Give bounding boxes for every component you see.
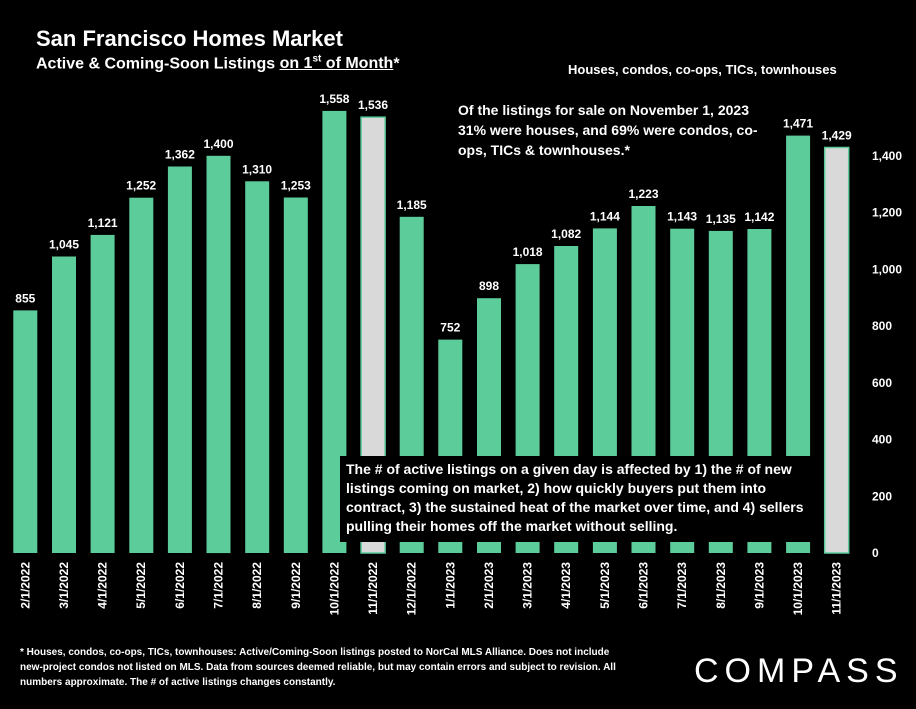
- bar-value-label: 1,121: [88, 216, 118, 230]
- bar-8/1/2022: [245, 181, 270, 554]
- x-tick-label: 11/1/2023: [830, 562, 844, 615]
- bar-value-label: 1,362: [165, 148, 195, 162]
- bar-4/1/2022: [90, 234, 115, 553]
- bar-value-label: 1,223: [628, 187, 658, 201]
- bar-value-label: 1,429: [822, 129, 852, 143]
- bar-3/1/2022: [52, 256, 76, 553]
- annotation-bottom-box: The # of active listings on a given day …: [340, 456, 816, 542]
- subtitle-underlined-end: of Month: [321, 55, 394, 73]
- bar-value-label: 752: [440, 321, 460, 335]
- bar-value-label: 855: [15, 291, 35, 305]
- bar-value-label: 1,310: [242, 162, 272, 176]
- x-tick-label: 2/1/2023: [482, 562, 496, 609]
- x-tick-label: 6/1/2022: [173, 562, 187, 609]
- bar-value-label: 1,558: [319, 92, 349, 106]
- x-tick-label: 8/1/2023: [714, 562, 728, 609]
- x-tick-label: 7/1/2022: [212, 562, 226, 609]
- x-tick-label: 2/1/2022: [18, 562, 32, 609]
- bar-value-label: 898: [479, 279, 499, 293]
- bar-value-label: 1,082: [551, 227, 581, 241]
- x-tick-label: 12/1/2022: [405, 562, 419, 616]
- x-tick-label: 3/1/2022: [57, 562, 71, 609]
- subtitle-pre: Active & Coming-Soon Listings: [36, 55, 280, 73]
- bar-value-label: 1,018: [513, 245, 543, 259]
- subtitle-underlined: on 1st of Month: [279, 54, 394, 73]
- bar-value-label: 1,142: [744, 210, 774, 224]
- x-tick-label: 10/1/2023: [791, 562, 805, 616]
- x-tick-label: 5/1/2022: [134, 562, 148, 609]
- y-tick-label: 1,200: [872, 206, 902, 220]
- y-tick-label: 1,400: [872, 149, 902, 163]
- footnote: * Houses, condos, co-ops, TICs, townhous…: [20, 647, 616, 688]
- x-tick-label: 3/1/2023: [521, 562, 535, 609]
- x-tick-label: 6/1/2023: [637, 562, 651, 609]
- property-types-note: Houses, condos, co-ops, TICs, townhouses: [568, 62, 837, 77]
- x-tick-label: 10/1/2022: [327, 562, 341, 616]
- annotation-top-right: Of the listings for sale on November 1, …: [458, 102, 758, 158]
- bar-value-label: 1,143: [667, 210, 697, 224]
- bar-5/1/2022: [129, 197, 154, 553]
- chart-title: San Francisco Homes Market: [36, 26, 343, 51]
- y-tick-label: 0: [872, 546, 879, 560]
- subtitle-sup: st: [312, 54, 322, 65]
- x-tick-label: 9/1/2022: [289, 562, 303, 609]
- y-tick-label: 1,000: [872, 262, 902, 276]
- y-tick-label: 600: [872, 376, 892, 390]
- subtitle-underlined-text: on 1: [279, 55, 313, 73]
- x-tick-label: 11/1/2022: [366, 562, 380, 615]
- y-tick-label: 800: [872, 319, 892, 333]
- bar-value-label: 1,185: [397, 198, 427, 212]
- x-tick-label: 1/1/2023: [443, 562, 457, 609]
- x-tick-label: 7/1/2023: [675, 562, 689, 609]
- x-tick-label: 4/1/2022: [96, 562, 110, 609]
- bar-value-label: 1,471: [783, 117, 813, 131]
- bar-value-label: 1,400: [203, 137, 233, 151]
- bar-value-label: 1,045: [49, 238, 79, 252]
- bar-value-label: 1,144: [590, 209, 620, 223]
- bar-value-label: 1,253: [281, 179, 311, 193]
- bar-11/1/2023: [823, 146, 850, 554]
- bar-value-label: 1,252: [126, 179, 156, 193]
- chart-subtitle: Active & Coming-Soon Listings on 1st of …: [36, 54, 400, 73]
- bar-value-label: 1,135: [706, 212, 736, 226]
- compass-logo: COMPASS: [694, 652, 904, 690]
- x-tick-label: 8/1/2022: [250, 562, 264, 609]
- bar-2/1/2022: [13, 310, 38, 553]
- y-tick-label: 400: [872, 433, 892, 447]
- bar-7/1/2022: [206, 155, 231, 554]
- bar-value-label: 1,536: [358, 98, 388, 112]
- x-tick-label: 4/1/2023: [559, 562, 573, 609]
- bar-6/1/2022: [167, 166, 192, 553]
- subtitle-post: *: [393, 55, 400, 73]
- y-tick-label: 200: [872, 489, 892, 503]
- x-tick-label: 9/1/2023: [752, 562, 766, 609]
- x-tick-label: 5/1/2023: [598, 562, 612, 609]
- bar-9/1/2022: [283, 197, 308, 553]
